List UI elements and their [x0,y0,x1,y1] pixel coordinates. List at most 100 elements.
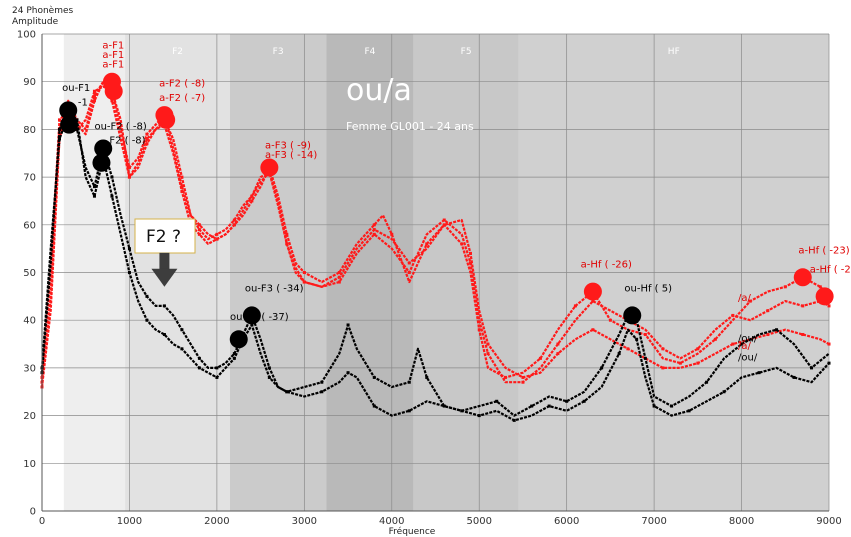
series-1-point [696,347,700,351]
series-2-point [302,280,306,284]
series-2-point [696,361,700,365]
x-tick-label: 3000 [292,516,317,527]
series-3-point [407,380,411,384]
formant-markers [59,72,834,349]
band-label-f5: F5 [461,47,472,57]
series-0-point [748,299,752,303]
overlay-title: ou/a [346,73,412,108]
formant-label-13: a-Hf ( -26) [581,260,632,271]
series-lines [40,80,831,422]
formant-marker-2 [94,139,113,158]
formant-label-15: a-Hf ( -23) [798,245,849,256]
series-4-point [180,347,184,351]
formant-marker-9 [229,330,248,349]
series-1-point [337,280,341,284]
formant-label-14: ou-Hf ( 5) [624,284,672,295]
series-0-point [713,337,717,341]
formant-label-6: a-F2 ( -7) [159,93,205,104]
series-0-point [337,271,341,274]
series-1-point [145,132,149,136]
series-0-point [477,328,481,332]
series-1-point [556,342,560,346]
y-tick-label: 60 [23,220,36,231]
series-2-point [442,223,446,227]
formant-label-3: ou-F1 [62,83,90,94]
series-4-point [617,352,621,356]
series-1-point [827,304,831,308]
series-3-point [425,375,429,379]
y-tick-label: 40 [23,316,36,327]
formant-label-8: F2 ( -8) [109,136,145,147]
series-0-point [573,304,577,308]
series-4-point [215,375,219,379]
series-2-point [731,342,735,346]
series-1-point [521,380,525,384]
series-2-point [215,237,219,241]
series-0-point [92,94,96,98]
series-3-point [162,304,166,308]
formant-marker-12 [623,306,642,325]
series-0-point [425,242,429,246]
series-0-point [643,333,647,337]
series-4-point [792,375,796,379]
series-1-point [801,304,805,308]
series-2-point [145,142,149,146]
series-4-point [652,404,656,408]
series-2-point [486,342,490,346]
series-0-point [678,361,682,365]
formant-marker-14 [815,287,834,306]
y-tick-label: 70 [23,173,36,184]
formant-label-1: a-F1 [102,50,124,61]
series-4-point [512,418,516,422]
series-0-point [460,242,464,246]
x-tick-label: 6000 [554,516,579,527]
series-4-point [75,118,79,122]
formant-marker-1 [60,115,79,134]
series-4-point [407,409,411,413]
series-3-point [57,137,61,141]
formant-label-18: /a/ [738,341,751,352]
series-3-point [346,323,350,327]
x-tick-label: 2000 [204,516,229,527]
formant-marker-11 [583,282,602,301]
series-0-point [608,318,612,322]
series-3-point [372,375,376,379]
y-tick-label: 100 [17,30,36,41]
series-2-point [661,366,665,370]
series-2-point [285,242,289,246]
series-1-point [127,166,131,170]
series-2-point [110,99,114,103]
series-line-4 [40,109,830,422]
series-1-point [232,218,236,222]
series-2-point [626,347,630,351]
series-1-point [766,309,770,313]
x-axis-label: Fréquence [389,526,436,537]
series-3-point [180,328,184,332]
series-3-point [810,366,814,370]
formant-marker-5 [104,82,123,101]
f2-callout: F2 ? [134,218,196,254]
series-0-point [503,375,507,379]
series-2-point [92,99,96,103]
formant-label-0: a-F1 [102,40,124,51]
series-1-point [215,232,219,236]
series-4-point [110,194,114,198]
series-3-point [670,404,674,408]
series-3-point [145,294,149,298]
formant-label-16: a-Hf ( -2 [810,265,851,276]
x-tick-label: 7000 [641,516,666,527]
band-label-hf: HF [668,47,680,57]
formant-label-12: ou-F3 ( -37) [230,312,289,323]
series-0-point [197,223,201,227]
series-4-point [250,323,254,327]
series-3-point [705,380,709,384]
series-4-point [757,371,761,375]
series-1-point [92,89,96,93]
formant-label-9: a-F3 ( -9) [265,140,311,151]
x-tick-label: 1000 [117,516,142,527]
formant-label-2: a-F1 [102,59,124,70]
series-4-point [582,399,586,403]
formant-label-10: a-F3 ( -14) [265,150,317,161]
y-tick-label: 80 [23,125,36,136]
x-tick-label: 4000 [379,516,404,527]
